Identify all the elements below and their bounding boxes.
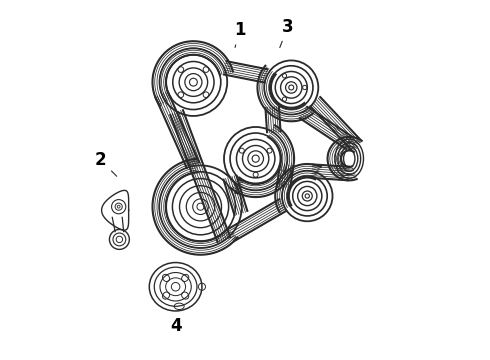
Text: 1: 1 (234, 22, 245, 48)
Text: 3: 3 (280, 18, 294, 48)
Text: 4: 4 (170, 317, 181, 335)
Text: 2: 2 (95, 151, 117, 176)
